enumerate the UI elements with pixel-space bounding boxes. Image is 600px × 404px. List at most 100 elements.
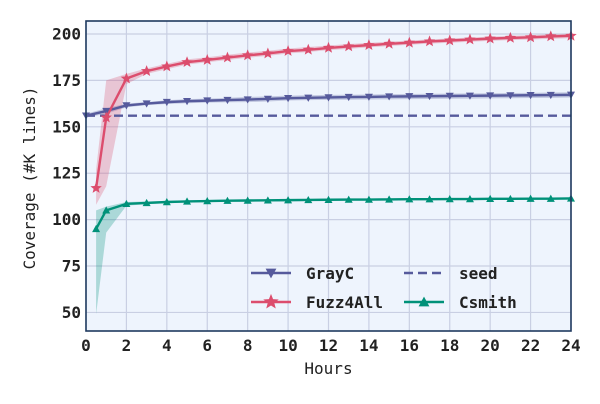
point-fuzz4all	[282, 45, 294, 56]
point-csmith	[243, 196, 252, 204]
point-fuzz4all	[322, 41, 335, 53]
point-grayc	[506, 92, 515, 100]
point-fuzz4all	[524, 31, 537, 43]
y-tick-label: 175	[52, 71, 81, 90]
point-fuzz4all	[423, 35, 436, 47]
point-csmith	[526, 194, 535, 202]
point-grayc	[183, 97, 192, 106]
legend-label: GrayC	[306, 264, 354, 283]
point-csmith	[486, 194, 495, 203]
point-csmith	[183, 197, 192, 205]
x-tick-label: 4	[162, 336, 172, 355]
point-grayc	[203, 97, 212, 105]
point-fuzz4all	[363, 39, 375, 50]
point-fuzz4all	[545, 30, 557, 42]
point-grayc	[405, 93, 414, 101]
x-tick-label: 12	[319, 336, 338, 355]
y-tick-label: 50	[62, 303, 81, 322]
point-fuzz4all	[262, 47, 274, 59]
plot-frame	[85, 20, 572, 332]
legend-label: Csmith	[459, 293, 517, 312]
point-grayc	[385, 93, 394, 101]
point-grayc	[304, 94, 313, 102]
point-fuzz4all	[343, 40, 355, 52]
y-tick-label: 75	[62, 257, 81, 276]
point-grayc	[425, 92, 434, 101]
point-csmith	[102, 206, 111, 214]
point-grayc	[223, 96, 232, 105]
point-fuzz4all	[383, 37, 395, 49]
point-csmith	[324, 195, 333, 203]
point-fuzz4all	[403, 36, 416, 48]
point-grayc	[344, 93, 353, 102]
point-fuzz4all	[464, 33, 476, 45]
point-fuzz4all	[201, 53, 213, 65]
point-grayc	[445, 92, 454, 100]
point-csmith	[385, 195, 394, 203]
legend-label: seed	[459, 264, 498, 283]
point-grayc	[263, 95, 272, 103]
x-tick-label: 24	[561, 336, 580, 355]
y-tick-label: 100	[52, 210, 81, 229]
point-fuzz4all	[161, 60, 173, 72]
point-csmith	[203, 197, 212, 205]
point-fuzz4all	[241, 49, 254, 61]
point-csmith	[506, 194, 515, 203]
point-grayc	[486, 92, 495, 100]
x-tick-label: 0	[81, 336, 91, 355]
point-csmith	[344, 195, 353, 203]
point-fuzz4all	[120, 72, 133, 84]
point-csmith	[92, 224, 101, 233]
point-csmith	[405, 195, 414, 203]
x-tick-label: 22	[521, 336, 540, 355]
point-fuzz4all	[90, 182, 102, 193]
x-tick-label: 20	[481, 336, 500, 355]
point-grayc	[122, 102, 131, 110]
point-grayc	[243, 96, 252, 104]
point-csmith	[263, 196, 272, 204]
x-tick-label: 8	[243, 336, 253, 355]
point-csmith	[162, 197, 171, 206]
point-grayc	[526, 92, 535, 100]
point-fuzz4all	[484, 32, 496, 44]
x-tick-label: 10	[278, 336, 297, 355]
point-fuzz4all	[504, 31, 517, 43]
point-fuzz4all	[140, 65, 153, 76]
point-fuzz4all	[444, 34, 456, 46]
point-grayc	[324, 94, 333, 102]
point-csmith	[304, 195, 313, 204]
legend-marker	[418, 296, 430, 307]
point-csmith	[142, 198, 151, 207]
legend-marker	[265, 268, 277, 279]
point-csmith	[223, 196, 232, 204]
point-fuzz4all	[221, 51, 234, 63]
point-grayc	[364, 93, 373, 101]
point-grayc	[142, 100, 151, 108]
point-grayc	[546, 91, 555, 100]
x-tick-label: 6	[202, 336, 212, 355]
point-grayc	[465, 92, 474, 100]
point-csmith	[364, 195, 373, 203]
legend-label: Fuzz4All	[306, 293, 383, 312]
point-fuzz4all	[302, 43, 314, 55]
y-tick-label: 125	[52, 164, 81, 183]
legend-marker	[263, 293, 279, 309]
point-csmith	[546, 194, 555, 202]
y-tick-label: 200	[52, 24, 81, 43]
legend-item-csmith: Csmith	[404, 293, 517, 312]
x-tick-label: 2	[122, 336, 132, 355]
legend-item-fuzz4all: Fuzz4All	[251, 293, 383, 312]
legend-item-grayc: GrayC	[251, 264, 354, 283]
point-csmith	[445, 195, 454, 203]
point-csmith	[465, 195, 474, 203]
point-fuzz4all	[100, 111, 112, 123]
point-grayc	[284, 95, 293, 103]
x-tick-label: 14	[359, 336, 378, 355]
point-csmith	[425, 195, 434, 203]
point-fuzz4all	[181, 56, 193, 68]
legend: GrayC Fuzz4All seed Csmith	[251, 264, 517, 312]
x-tick-label: 18	[440, 336, 459, 355]
